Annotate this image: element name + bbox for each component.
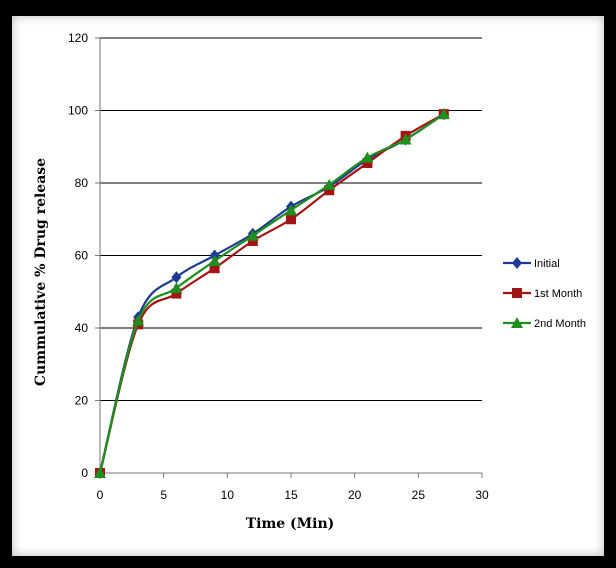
data-point bbox=[171, 271, 182, 284]
data-point bbox=[208, 254, 221, 266]
x-tick-label: 20 bbox=[348, 488, 362, 502]
y-tick-label: 80 bbox=[75, 176, 89, 190]
data-point bbox=[170, 282, 183, 294]
data-point bbox=[94, 467, 106, 478]
x-tick-label: 0 bbox=[97, 488, 104, 502]
x-tick-label: 15 bbox=[284, 488, 298, 502]
y-tick-label: 20 bbox=[75, 394, 89, 408]
chart-panel: 0 20 40 60 80 100 120 0 5 10 15 20 25 30 Time (Min) … bbox=[12, 16, 604, 556]
series-line bbox=[98, 113, 445, 474]
legend-marker bbox=[512, 288, 522, 298]
legend: Initial 1st Month 2nd Month bbox=[503, 257, 586, 330]
data-point bbox=[361, 151, 374, 163]
data-point bbox=[132, 314, 145, 326]
data-point bbox=[324, 185, 335, 196]
series-2 bbox=[95, 109, 449, 478]
y-tick-label: 60 bbox=[75, 249, 89, 263]
legend-item: Initial bbox=[503, 257, 560, 270]
x-tick-label: 5 bbox=[160, 488, 167, 502]
legend-label: Initial bbox=[534, 258, 560, 270]
y-tick-label: 120 bbox=[68, 31, 88, 45]
legend-label: 2nd Month bbox=[534, 318, 586, 330]
data-point bbox=[437, 108, 450, 120]
x-tick-label: 30 bbox=[475, 488, 489, 502]
legend-label: 1st Month bbox=[534, 288, 582, 300]
y-tick-label: 40 bbox=[75, 321, 89, 335]
grid-lines bbox=[100, 37, 482, 401]
legend-item: 2nd Month bbox=[503, 317, 586, 330]
series-1 bbox=[95, 108, 449, 479]
data-point bbox=[171, 288, 182, 299]
legend-item: 1st Month bbox=[503, 288, 582, 300]
series-3 bbox=[94, 108, 450, 478]
data-point bbox=[247, 236, 258, 246]
y-axis-label: Cummulative % Drug release bbox=[33, 158, 49, 386]
data-point bbox=[246, 229, 259, 241]
y-tick-label: 0 bbox=[81, 466, 88, 480]
x-tick-labels: 0 5 10 15 20 25 30 bbox=[97, 473, 489, 502]
data-point bbox=[399, 133, 412, 145]
y-tick-label: 100 bbox=[68, 104, 88, 118]
data-point bbox=[285, 204, 297, 216]
data-point bbox=[286, 214, 296, 225]
data-point bbox=[209, 263, 220, 274]
data-point bbox=[323, 178, 336, 190]
series-group bbox=[94, 108, 450, 479]
legend-marker bbox=[512, 257, 522, 269]
y-tick-labels: 0 20 40 60 80 100 120 bbox=[68, 31, 100, 480]
x-tick-label: 25 bbox=[412, 488, 426, 502]
x-tick-label: 10 bbox=[221, 488, 235, 502]
data-point bbox=[362, 158, 373, 169]
legend-marker bbox=[511, 317, 523, 328]
x-axis-label: Time (Min) bbox=[246, 516, 335, 532]
